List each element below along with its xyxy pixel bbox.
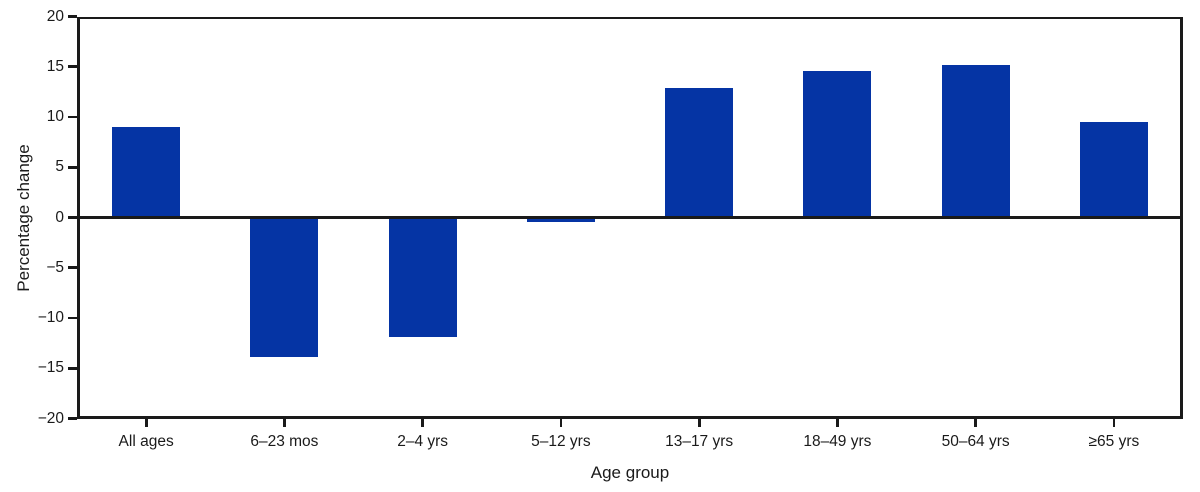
x-tick xyxy=(974,418,977,428)
x-tick xyxy=(559,418,563,428)
x-tick xyxy=(697,418,701,428)
x-tick-label-18-49-yrs: 18–49 yrs xyxy=(803,432,872,450)
y-tick xyxy=(68,266,77,270)
x-tick-label-5-12-yrs: 5–12 yrs xyxy=(531,432,591,450)
x-tick-label-13-17-yrs: 13–17 yrs xyxy=(665,432,734,450)
plot-border-bottom xyxy=(77,415,1183,419)
bar-all-ages xyxy=(112,127,181,218)
y-tick xyxy=(68,366,77,370)
x-tick-label-all-ages: All ages xyxy=(118,432,174,450)
x-tick xyxy=(144,418,148,428)
y-tick-label: 0 xyxy=(55,208,64,226)
x-tick xyxy=(283,418,286,428)
x-tick-label-50-64-yrs: 50–64 yrs xyxy=(941,432,1010,450)
x-tick-label-65-yrs: ≥65 yrs xyxy=(1088,432,1140,450)
bar-5-12-yrs xyxy=(526,217,595,222)
y-tick-label: −20 xyxy=(37,409,64,427)
y-tick xyxy=(68,65,77,69)
y-tick-label: 15 xyxy=(46,57,64,75)
x-tick-label-6-23-mos: 6–23 mos xyxy=(250,432,319,450)
y-tick xyxy=(68,216,77,219)
x-tick-label-2-4-yrs: 2–4 yrs xyxy=(397,432,449,450)
y-tick-label: 10 xyxy=(46,108,64,125)
bar-50-64-yrs xyxy=(941,64,1010,218)
x-tick xyxy=(836,418,839,428)
y-tick-label: 5 xyxy=(55,158,64,176)
y-tick xyxy=(68,115,77,119)
plot-area xyxy=(77,16,1183,419)
x-axis-title: Age group xyxy=(590,463,670,482)
y-tick-label: −5 xyxy=(46,258,64,276)
bar-6-23-mos xyxy=(250,217,319,358)
bar-18-49-yrs xyxy=(803,70,872,218)
bar-2-4-yrs xyxy=(388,217,457,338)
y-tick xyxy=(68,165,77,169)
y-tick-label: −15 xyxy=(37,359,64,377)
y-tick xyxy=(68,316,77,320)
y-tick-label: −10 xyxy=(37,309,64,326)
x-tick xyxy=(421,418,424,428)
y-tick xyxy=(68,15,77,18)
y-tick xyxy=(68,417,77,420)
zero-baseline xyxy=(77,216,1183,219)
bar-65-yrs xyxy=(1079,122,1148,218)
y-tick-label: 20 xyxy=(46,7,64,25)
bar-13-17-yrs xyxy=(665,87,734,218)
x-tick xyxy=(1112,418,1116,428)
plot-border-top xyxy=(77,16,1183,20)
